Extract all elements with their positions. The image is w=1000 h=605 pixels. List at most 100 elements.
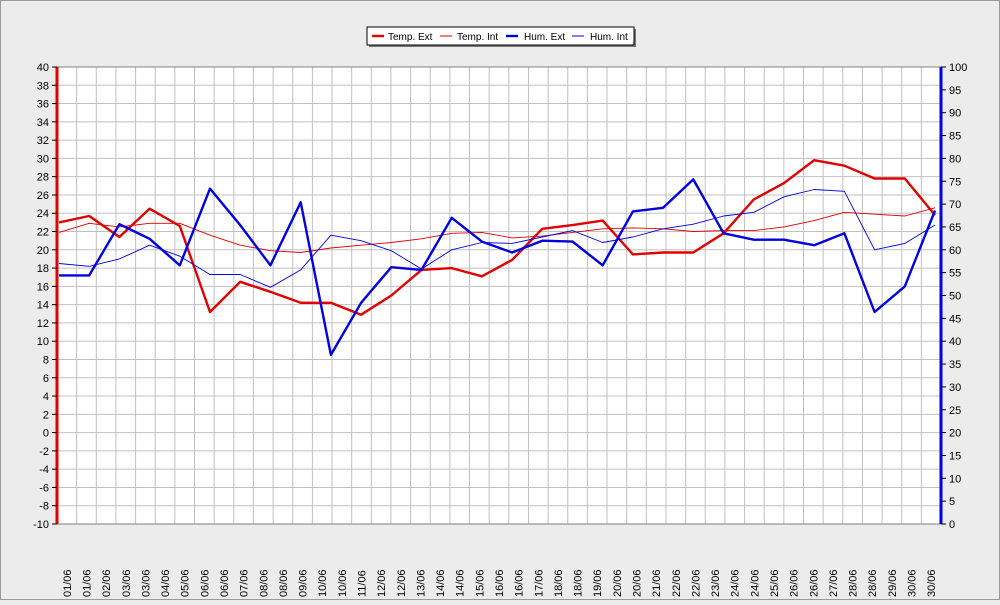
- legend-label-temp-ext: Temp. Ext: [388, 32, 433, 43]
- x-axis-tick-label: 19/06: [592, 569, 604, 597]
- x-axis-tick-label: 24/06: [749, 569, 761, 597]
- left-axis-tick-label: -4: [39, 464, 49, 476]
- x-axis-tick-label: 01/06: [81, 569, 93, 597]
- left-axis-tick-label: 2: [43, 409, 49, 421]
- right-axis-tick-label: 95: [949, 85, 961, 97]
- x-axis-tick-label: 28/06: [848, 569, 860, 597]
- x-axis-tick-label: 02/06: [101, 569, 113, 597]
- right-axis-tick-label: 70: [949, 199, 961, 211]
- legend-label-hum-int: Hum. Int: [590, 32, 628, 43]
- x-axis-tick-label: 03/06: [121, 569, 133, 597]
- x-axis-tick-label: 12/06: [376, 569, 388, 597]
- x-axis-tick-label: 17/06: [533, 569, 545, 597]
- left-axis-tick-label: 16: [37, 281, 49, 293]
- right-axis-tick-label: 5: [949, 496, 955, 508]
- x-axis-tick-label: 18/06: [553, 569, 565, 597]
- x-axis-tick-label: 12/06: [396, 569, 408, 597]
- x-axis-tick-label: 06/06: [219, 569, 231, 597]
- right-axis-tick-label: 90: [949, 108, 961, 120]
- left-axis-tick-label: -6: [39, 482, 49, 494]
- x-axis-tick-label: 28/06: [867, 569, 879, 597]
- x-axis-tick-label: 18/06: [573, 569, 585, 597]
- x-axis-tick-label: 09/06: [298, 569, 310, 597]
- left-axis-tick-label: 10: [37, 336, 49, 348]
- x-axis-tick-label: 27/06: [828, 569, 840, 597]
- right-axis-tick-label: 40: [949, 336, 961, 348]
- right-axis-tick-label: 100: [949, 62, 967, 74]
- x-axis-tick-label: 05/06: [180, 569, 192, 597]
- x-axis-tick-label: 13/06: [415, 569, 427, 597]
- left-axis-tick-label: 18: [37, 263, 49, 275]
- left-axis-tick-label: -2: [39, 446, 49, 458]
- left-axis-tick-label: 20: [37, 245, 49, 257]
- x-axis-tick-label: 08/06: [258, 569, 270, 597]
- right-axis-tick-label: 0: [949, 519, 955, 531]
- plot-area: [57, 67, 941, 524]
- right-axis-tick-label: 30: [949, 382, 961, 394]
- x-axis-tick-label: 11/06: [356, 570, 368, 597]
- x-axis-tick-label: 21/06: [651, 569, 663, 597]
- x-axis-tick-label: 30/06: [907, 569, 919, 597]
- x-axis-tick-label: 03/06: [140, 569, 152, 597]
- left-axis-tick-label: 30: [37, 153, 49, 165]
- series-line-temp-ext: [58, 158, 936, 316]
- x-axis-tick-label: 14/06: [455, 569, 467, 597]
- right-axis-tick-label: 15: [949, 450, 961, 462]
- series-line-hum-ext: [59, 178, 937, 357]
- right-axis-tick-label: 45: [949, 313, 961, 325]
- series-line-hum-int: [58, 189, 936, 288]
- left-axis-tick-label: 32: [37, 135, 49, 147]
- left-axis-tick-label: -8: [39, 501, 49, 513]
- left-axis-tick-label: 28: [37, 172, 49, 184]
- x-axis-tick-label: 30/06: [926, 569, 938, 597]
- legend-box: [366, 26, 635, 46]
- left-axis-tick-label: 4: [43, 391, 49, 403]
- x-axis-tick-label: 16/06: [514, 569, 526, 597]
- x-axis-tick-label: 20/06: [612, 569, 624, 597]
- x-axis-tick-label: 24/06: [730, 569, 742, 597]
- left-axis-tick-label: 40: [37, 62, 49, 74]
- right-axis-tick-label: 25: [949, 405, 961, 417]
- right-axis-tick-label: 75: [949, 176, 961, 188]
- left-axis-tick-label: 14: [37, 300, 49, 312]
- x-axis-tick-label: 23/06: [710, 569, 722, 597]
- right-axis-tick-label: 50: [949, 291, 961, 303]
- left-axis-tick-label: 26: [37, 190, 49, 202]
- x-axis-tick-label: 07/06: [239, 569, 251, 597]
- legend-label-hum-ext: Hum. Ext: [524, 32, 565, 43]
- x-axis-tick-label: 22/06: [671, 569, 683, 597]
- x-axis-tick-label: 26/06: [808, 569, 820, 597]
- right-axis-tick-label: 80: [949, 153, 961, 165]
- x-axis-tick-label: 01/06: [62, 569, 74, 597]
- x-axis-tick-label: 25/06: [769, 569, 781, 597]
- left-axis-tick-label: 38: [37, 80, 49, 92]
- x-axis-tick-label: 06/06: [199, 569, 211, 597]
- left-axis-tick-label: 6: [43, 373, 49, 385]
- x-axis-tick-label: 26/06: [789, 569, 801, 597]
- x-axis-tick-label: 08/06: [278, 569, 290, 597]
- x-axis-tick-label: 29/06: [887, 569, 899, 597]
- left-axis-tick-label: 12: [37, 318, 49, 330]
- x-axis-tick-label: 10/06: [337, 569, 349, 597]
- left-axis-tick-label: 36: [37, 99, 49, 111]
- right-axis-tick-label: 60: [949, 245, 961, 257]
- x-axis-tick-label: 22/06: [690, 569, 702, 597]
- left-axis-tick-label: 8: [43, 354, 49, 366]
- right-axis-tick-label: 65: [949, 222, 961, 234]
- right-axis-tick-label: 20: [949, 428, 961, 440]
- legend-label-temp-int: Temp. Int: [457, 32, 498, 43]
- left-axis-tick-label: 22: [37, 227, 49, 239]
- series-line-temp-int: [58, 207, 936, 253]
- x-axis-tick-label: 16/06: [494, 569, 506, 597]
- left-axis-tick-label: -10: [33, 519, 49, 531]
- right-axis-tick-label: 85: [949, 131, 961, 143]
- left-axis-tick-label: 0: [43, 428, 49, 440]
- x-axis-tick-label: 20/06: [632, 569, 644, 597]
- left-axis-tick-label: 34: [37, 117, 49, 129]
- x-axis-tick-label: 10/06: [317, 569, 329, 597]
- x-axis-tick-label: 14/06: [435, 569, 447, 597]
- x-axis-tick-label: 04/06: [160, 569, 172, 597]
- right-axis-tick-label: 55: [949, 268, 961, 280]
